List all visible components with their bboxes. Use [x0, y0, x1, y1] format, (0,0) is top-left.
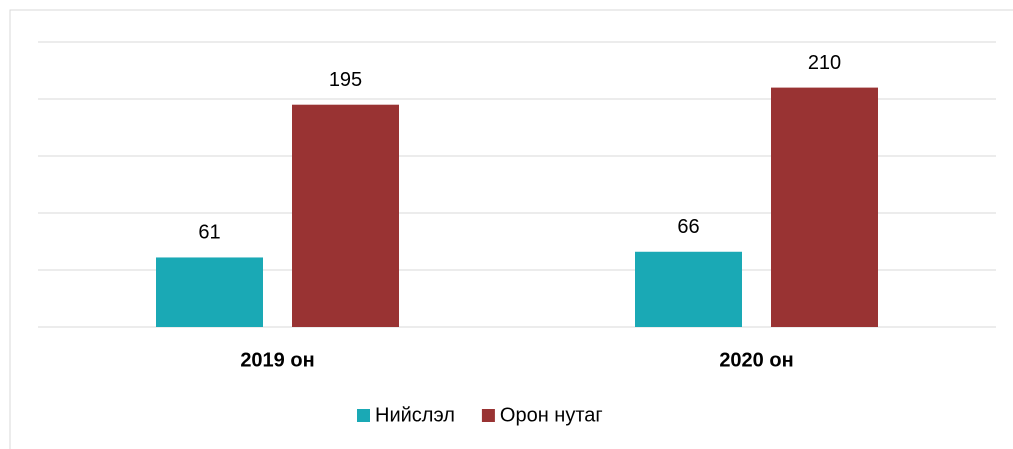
- legend-swatch: [481, 409, 495, 422]
- bar: [771, 87, 878, 327]
- data-label: 210: [808, 52, 841, 74]
- legend-swatch: [357, 409, 370, 422]
- data-label: 195: [329, 69, 362, 91]
- x-tick-label: 2019 он: [240, 349, 314, 371]
- data-label: 66: [677, 216, 699, 238]
- bar: [156, 257, 263, 327]
- bar: [635, 251, 742, 327]
- legend-label: Нийслэл: [375, 404, 455, 426]
- bar: [292, 104, 399, 327]
- legend-label: Орон нутаг: [500, 404, 603, 426]
- chart-frame: [9, 9, 1013, 449]
- x-tick-label: 2020 он: [719, 349, 793, 371]
- data-label: 61: [198, 222, 220, 244]
